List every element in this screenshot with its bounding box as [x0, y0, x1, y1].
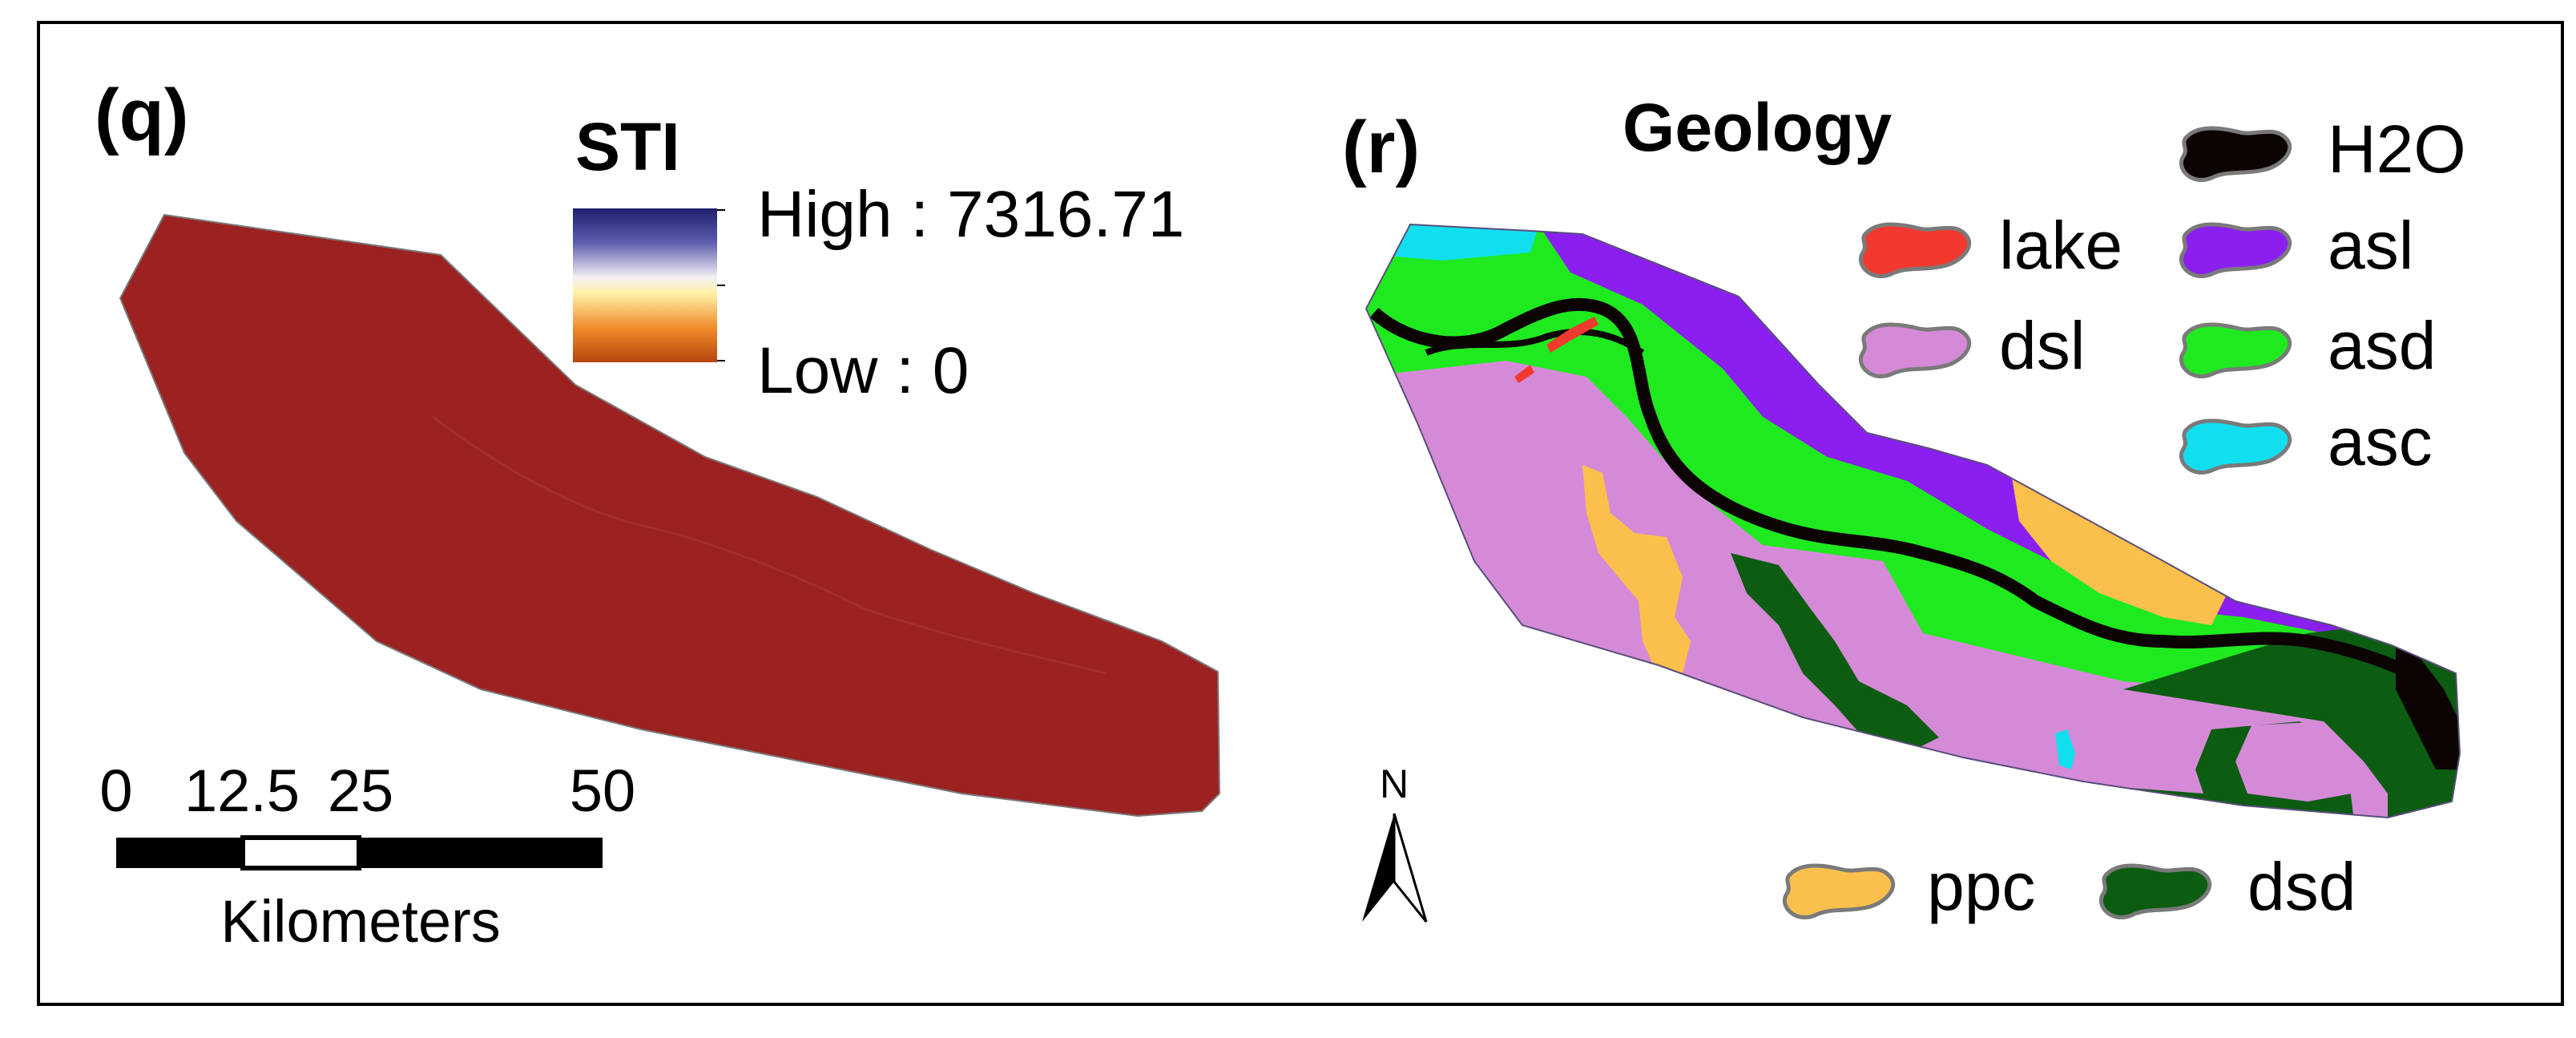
asl-label: asl: [2328, 208, 2413, 283]
h2o-label: H2O: [2328, 111, 2466, 187]
north-arrow: N: [1362, 761, 1428, 923]
unit-lake-2: [1514, 365, 1534, 383]
lake-label: lake: [1999, 208, 2122, 283]
geology-legend-title: Geology: [1623, 90, 1892, 165]
sti-high-label: High : 7316.71: [757, 178, 1184, 251]
panel-q: (q) STI High : 7316.71 Low : 0 0 12.5 25…: [95, 75, 1221, 955]
lake-swatch: [1859, 222, 1972, 278]
geology-map-outline: [1365, 223, 2461, 819]
unit-h2o-channel: [1425, 328, 1645, 356]
dsl-swatch: [1859, 322, 1972, 378]
unit-ppc-east: [2011, 473, 2227, 625]
unit-asc-area: [1366, 224, 1546, 261]
unit-h2o-east: [2396, 641, 2460, 769]
unit-dsl-island: [2235, 721, 2352, 802]
unit-lake-1: [1546, 317, 1598, 353]
unit-ppc-west: [1582, 465, 1691, 677]
sti-legend-title: STI: [575, 109, 680, 184]
dsl-label: dsl: [1999, 308, 2085, 383]
ppc-label: ppc: [1927, 849, 2035, 924]
dsd-swatch: [2099, 863, 2212, 919]
legend-item-dsl: dsl: [1859, 308, 2085, 383]
scale-seg-3: [359, 838, 603, 868]
legend-item-ppc: ppc: [1783, 849, 2035, 924]
asl-swatch: [2179, 222, 2292, 278]
asc-label: asc: [2328, 404, 2433, 479]
legend-item-asl: asl: [2179, 208, 2413, 283]
scale-tick-50: 50: [570, 757, 635, 824]
ppc-swatch: [1783, 863, 1896, 919]
sti-color-ramp: [573, 208, 717, 362]
scale-seg-1: [116, 838, 243, 868]
legend-item-h2o: H2O: [2179, 111, 2466, 187]
panel-r-label: (r): [1342, 107, 1420, 188]
scale-unit-label: Kilometers: [220, 888, 501, 955]
unit-dsd-strip: [1731, 553, 1939, 749]
h2o-swatch: [2179, 126, 2292, 182]
unit-asc-pond: [2055, 729, 2075, 769]
scale-tick-25: 25: [328, 757, 393, 824]
legend-item-asd: asd: [2179, 308, 2436, 383]
scale-tick-0: 0: [99, 757, 132, 824]
north-label: N: [1380, 761, 1409, 806]
river-trace: [432, 415, 1107, 675]
north-arrow-right: [1393, 813, 1428, 923]
sti-low-label: Low : 0: [757, 334, 969, 407]
sti-map-polygon: [119, 213, 1221, 818]
legend-item-lake: lake: [1859, 208, 2122, 283]
legend-item-asc: asc: [2179, 404, 2433, 479]
north-arrow-left: [1362, 814, 1394, 922]
asd-swatch: [2179, 322, 2292, 378]
asc-swatch: [2179, 418, 2292, 475]
geology-legend: lake dsl H2O asl asd asc: [1783, 111, 2466, 924]
panel-q-label: (q): [95, 75, 188, 156]
scale-tick-12-5: 12.5: [184, 757, 300, 824]
legend-item-dsd: dsd: [2099, 849, 2356, 924]
scale-bar: 0 12.5 25 50 Kilometers: [99, 757, 635, 955]
unit-h2o-river: [1369, 297, 2460, 770]
asd-label: asd: [2328, 308, 2436, 383]
scale-seg-2: [240, 835, 361, 870]
dsd-label: dsd: [2247, 849, 2356, 924]
